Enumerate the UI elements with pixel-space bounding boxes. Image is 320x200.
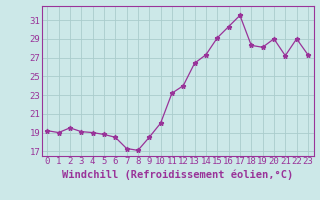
X-axis label: Windchill (Refroidissement éolien,°C): Windchill (Refroidissement éolien,°C): [62, 169, 293, 180]
